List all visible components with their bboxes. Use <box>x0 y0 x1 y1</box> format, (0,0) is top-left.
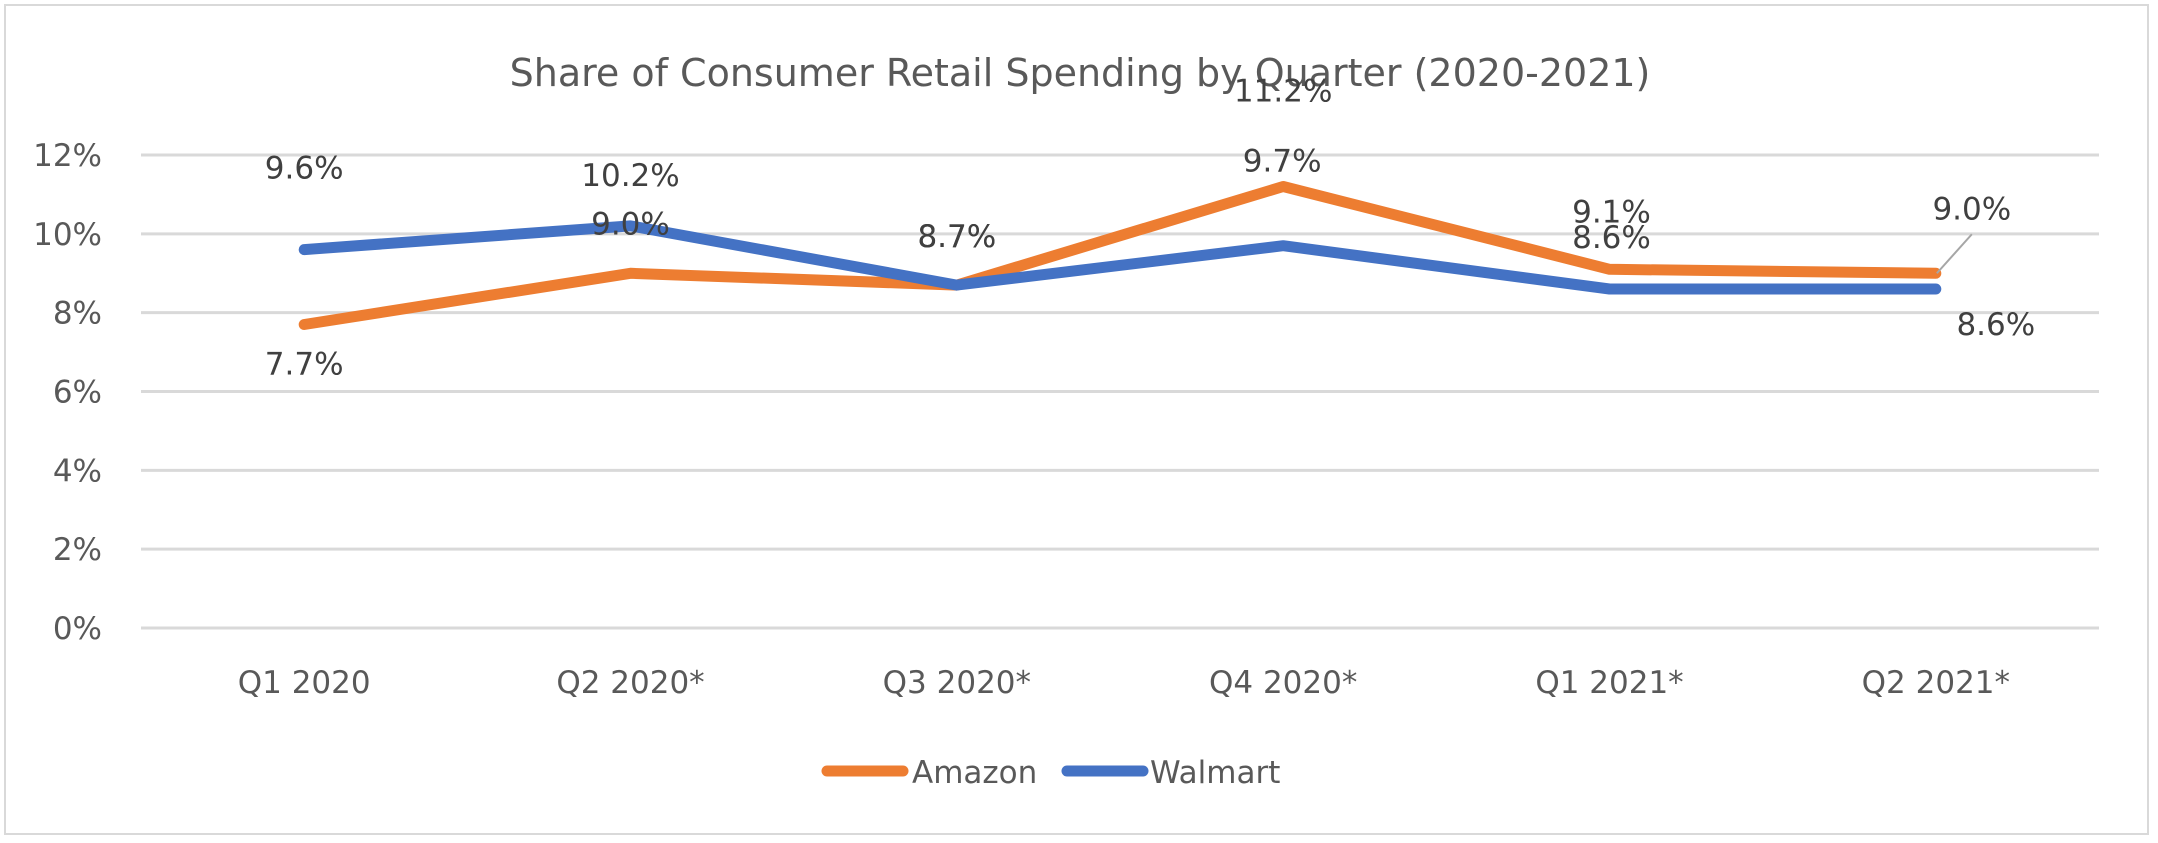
data-label-walmart: 8.7% <box>917 219 996 255</box>
data-label-amazon: 7.7% <box>265 346 344 382</box>
y-tick-label: 10% <box>33 217 102 253</box>
x-axis-ticks: Q1 2020 Q2 2020* Q3 2020* Q4 2020* Q1 2021* Q… <box>238 665 2010 701</box>
data-label-walmart: 9.7% <box>1243 144 1322 180</box>
data-labels: 7.7%9.0% 8.7%11.2%9.1% 9.0%9.6% 10.2%8.7%9.… <box>265 74 2035 383</box>
y-tick-label: 6% <box>53 375 102 411</box>
gridlines <box>141 153 2099 630</box>
data-label-amazon: 9.0% <box>591 206 670 242</box>
y-tick-label: 2% <box>53 532 102 568</box>
x-tick-label: Q2 2020* <box>556 665 704 701</box>
y-tick-label: 12% <box>33 138 102 174</box>
series-line-amazon[interactable] <box>298 181 1942 330</box>
series-line-walmart[interactable] <box>298 220 1942 295</box>
y-tick-label: 0% <box>53 611 102 647</box>
chart-frame <box>4 4 2149 835</box>
data-label-walmart: 10.2% <box>581 158 679 194</box>
x-tick-label: Q1 2020 <box>238 665 371 701</box>
y-tick-label: 8% <box>53 296 102 332</box>
data-label-walmart: 8.6% <box>1956 307 2035 343</box>
chart-title: Share of Consumer Retail Spending by Qua… <box>510 51 1651 95</box>
series-lines <box>298 181 1942 330</box>
legend-label-walmart[interactable]: Walmart <box>1150 755 1280 791</box>
x-tick-label: Q2 2021* <box>1862 665 2010 701</box>
data-label-amazon: 11.2% <box>1234 74 1332 110</box>
data-label-amazon: 8.7% <box>917 219 996 255</box>
x-tick-label: Q1 2021* <box>1535 665 1683 701</box>
x-tick-label: Q3 2020* <box>883 665 1031 701</box>
data-label-leader-line <box>1936 233 1973 274</box>
legend-label-amazon[interactable]: Amazon <box>912 755 1037 791</box>
data-label-walmart: 9.6% <box>265 151 344 187</box>
data-label-walmart: 8.6% <box>1572 220 1651 256</box>
data-label-amazon: 9.0% <box>1932 191 2011 227</box>
data-label-amazon: 9.1% <box>1572 194 1651 230</box>
x-tick-label: Q4 2020* <box>1209 665 1357 701</box>
legend: Amazon Walmart <box>821 755 1280 791</box>
y-axis-ticks: 0% 2% 4% 6% 8% 10% 12% <box>33 138 102 647</box>
y-tick-label: 4% <box>53 453 102 489</box>
